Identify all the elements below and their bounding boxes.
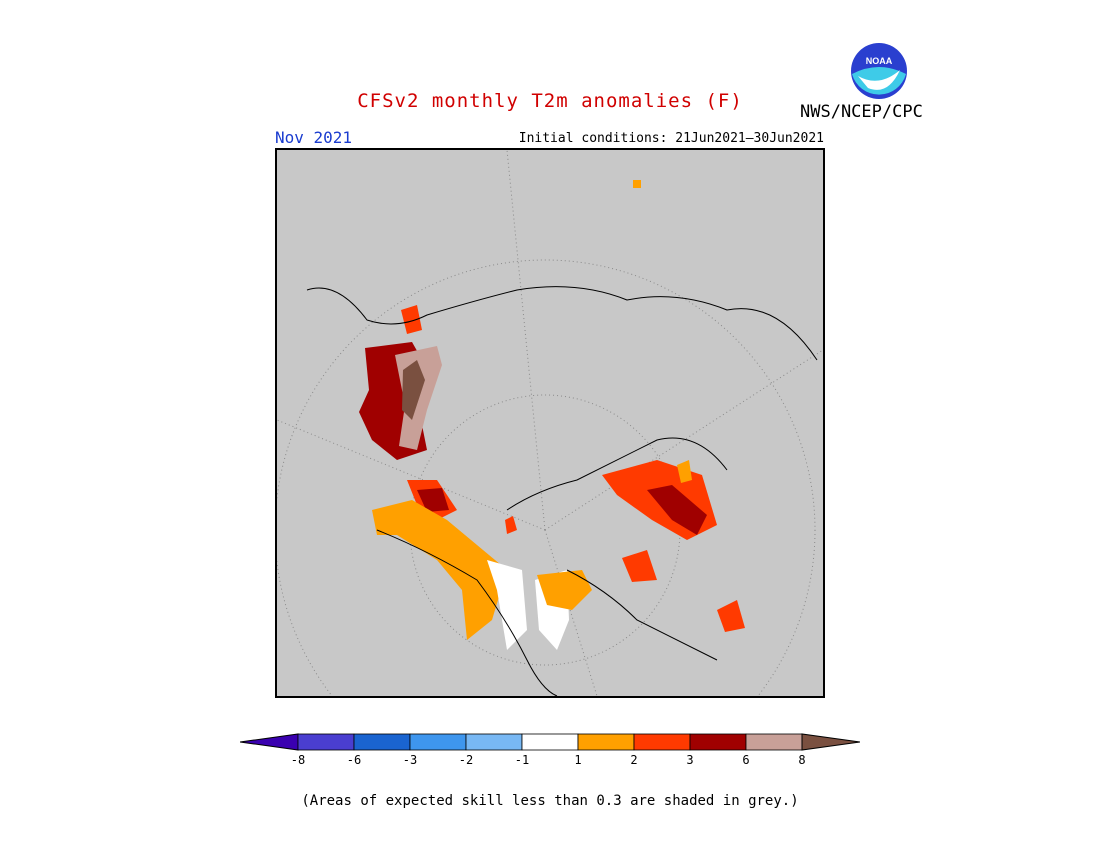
- patch-orange-2: [537, 570, 592, 610]
- footnote: (Areas of expected skill less than 0.3 a…: [301, 793, 799, 809]
- noaa-logo: NOAA: [849, 41, 909, 101]
- patch-red-1: [401, 305, 422, 334]
- colorbar: [240, 733, 860, 751]
- coastline-4: [566, 569, 718, 661]
- patch-red-far-east: [717, 600, 745, 632]
- patch-orange-top: [633, 180, 641, 188]
- region-alaska-canada-core: [402, 360, 425, 420]
- colorbar-bin: [409, 733, 467, 751]
- region-europe-north: [372, 500, 507, 640]
- colorbar-tick-label: 8: [798, 753, 806, 767]
- anomaly-map: [274, 148, 825, 801]
- colorbar-tick-label: -1: [514, 753, 530, 767]
- map-canvas: [274, 149, 824, 801]
- colorbar-tick-label: -2: [458, 753, 474, 767]
- colorbar-bin: [465, 733, 523, 751]
- colorbar-tick-label: -3: [402, 753, 418, 767]
- forecast-month: Nov 2021: [275, 128, 353, 147]
- coastline-1: [306, 286, 818, 361]
- colorbar-arrow-low: [240, 733, 299, 751]
- colorbar-tick-label: 3: [686, 753, 694, 767]
- noaa-logo-text: NOAA: [866, 56, 893, 66]
- colorbar-tick-label: -8: [290, 753, 306, 767]
- org-label: NWS/NCEP/CPC: [800, 102, 923, 122]
- colorbar-tick-label: 1: [574, 753, 582, 767]
- region-siberia-core: [647, 485, 707, 535]
- meridian-4: [544, 529, 598, 697]
- colorbar-bin: [633, 733, 691, 751]
- colorbar-bin: [353, 733, 411, 751]
- initial-conditions: Initial conditions: 21Jun2021–30Jun2021: [518, 131, 824, 146]
- meridian-1: [506, 149, 546, 531]
- meridian-3: [276, 419, 546, 531]
- colorbar-arrow-high: [801, 733, 860, 751]
- colorbar-tick-label: 6: [742, 753, 750, 767]
- colorbar-bin: [689, 733, 747, 751]
- patch-red-mid: [505, 516, 517, 534]
- chart-title: CFSv2 monthly T2m anomalies (F): [357, 90, 743, 112]
- patch-darkred-1: [417, 488, 449, 512]
- patch-red-east: [622, 550, 657, 582]
- colorbar-tick-label: 2: [630, 753, 638, 767]
- colorbar-bin: [745, 733, 803, 751]
- colorbar-tick-label: -6: [346, 753, 362, 767]
- latitude-circle-outer: [274, 259, 816, 801]
- patch-orange-east: [677, 460, 692, 483]
- region-europe-central: [487, 560, 527, 650]
- colorbar-bin: [577, 733, 635, 751]
- colorbar-bin: [297, 733, 355, 751]
- coastline-2: [506, 437, 728, 511]
- colorbar-bin: [521, 733, 579, 751]
- coastline-3: [376, 529, 558, 697]
